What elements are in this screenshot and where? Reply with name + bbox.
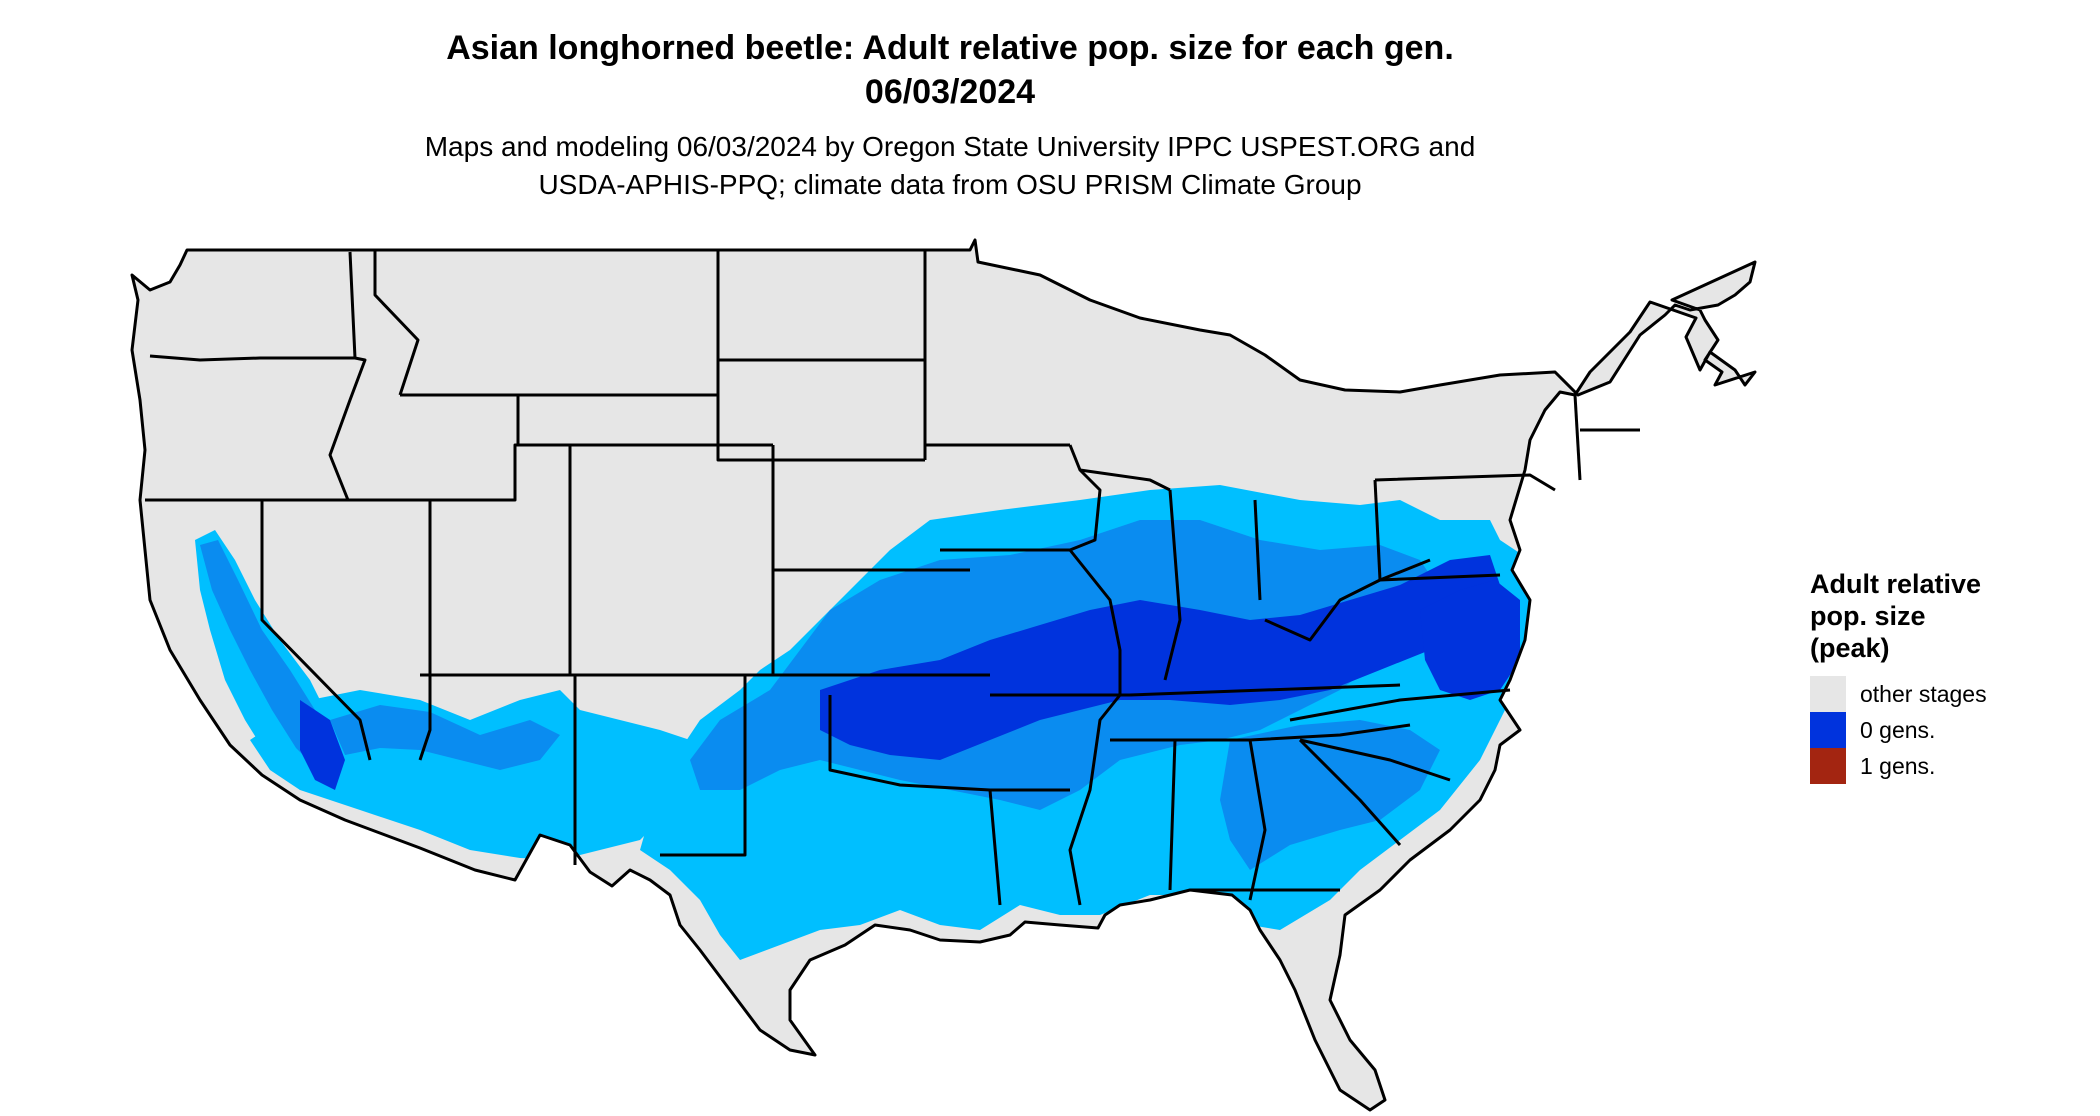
title-line-2: 06/03/2024 — [864, 73, 1036, 111]
legend-swatch-1-gens — [1810, 748, 1846, 784]
legend-label: 1 gens. — [1860, 752, 1936, 779]
legend-swatch-0-gens — [1810, 712, 1846, 748]
zone-dark-blue-virginia — [1420, 580, 1520, 700]
legend-label: other stages — [1860, 680, 1987, 707]
subtitle-line-1: Maps and modeling 06/03/2024 by Oregon S… — [424, 131, 1476, 162]
state-borders — [130, 238, 1757, 1112]
legend-item-0-gens: 0 gens. — [1810, 712, 2070, 748]
legend-label: 0 gens. — [1860, 716, 1936, 743]
legend-title: Adult relative pop. size (peak) — [1810, 568, 2070, 664]
legend-title-line-2: pop. size — [1810, 601, 1926, 631]
zone-medium-blue-rim — [330, 705, 560, 770]
legend: Adult relative pop. size (peak) other st… — [1810, 568, 2070, 784]
zone-dark-blue-socal — [300, 700, 345, 790]
legend-item-1-gens: 1 gens. — [1810, 748, 2070, 784]
map-subtitle: Maps and modeling 06/03/2024 by Oregon S… — [0, 128, 1900, 204]
legend-title-line-3: (peak) — [1810, 633, 1890, 663]
legend-title-line-1: Adult relative — [1810, 569, 1982, 599]
legend-item-other-stages: other stages — [1810, 676, 2070, 712]
title-line-1: Asian longhorned beetle: Adult relative … — [446, 29, 1454, 67]
map-title: Asian longhorned beetle: Adult relative … — [0, 26, 1900, 114]
subtitle-line-2: USDA-APHIS-PPQ; climate data from OSU PR… — [538, 169, 1362, 200]
zone-medium-blue-sierra — [200, 540, 330, 770]
legend-swatch-other-stages — [1810, 676, 1846, 712]
